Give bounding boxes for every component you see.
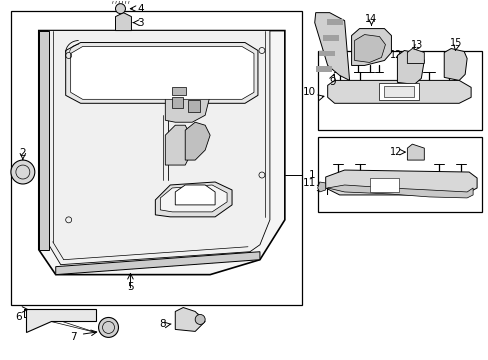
- Polygon shape: [65, 42, 258, 103]
- Polygon shape: [369, 178, 399, 192]
- Bar: [11, 11, 301, 305]
- Polygon shape: [351, 28, 390, 66]
- Polygon shape: [185, 122, 210, 160]
- Text: 10: 10: [302, 87, 315, 97]
- Text: 9: 9: [329, 77, 335, 87]
- Polygon shape: [407, 144, 424, 160]
- Polygon shape: [323, 35, 338, 41]
- Polygon shape: [407, 49, 424, 63]
- Circle shape: [11, 160, 35, 184]
- Polygon shape: [384, 86, 413, 97]
- Polygon shape: [39, 31, 285, 275]
- Text: 7: 7: [70, 332, 77, 342]
- Text: 1: 1: [308, 170, 314, 180]
- Polygon shape: [26, 310, 95, 332]
- Polygon shape: [379, 84, 419, 100]
- Polygon shape: [327, 80, 470, 103]
- Polygon shape: [115, 13, 131, 31]
- Polygon shape: [317, 182, 325, 192]
- Text: 13: 13: [410, 40, 423, 50]
- Circle shape: [195, 315, 205, 324]
- Text: 12: 12: [389, 147, 402, 157]
- Text: 6: 6: [16, 312, 22, 323]
- Bar: [317, 137, 481, 212]
- Polygon shape: [314, 13, 349, 80]
- Polygon shape: [175, 307, 205, 332]
- Polygon shape: [188, 100, 200, 112]
- Text: 14: 14: [365, 14, 377, 24]
- Text: 5: 5: [127, 282, 134, 292]
- Text: 12: 12: [389, 50, 402, 60]
- Polygon shape: [165, 125, 190, 165]
- Polygon shape: [397, 50, 424, 84]
- Polygon shape: [71, 46, 253, 99]
- Polygon shape: [326, 19, 342, 24]
- Polygon shape: [172, 87, 186, 95]
- Polygon shape: [327, 185, 472, 198]
- Polygon shape: [172, 97, 183, 108]
- Polygon shape: [155, 182, 232, 217]
- Bar: [317, 50, 481, 130]
- Text: 11: 11: [302, 178, 315, 188]
- Polygon shape: [319, 50, 335, 57]
- Text: 15: 15: [449, 37, 462, 48]
- Polygon shape: [443, 49, 466, 80]
- Text: 2: 2: [20, 148, 26, 158]
- Circle shape: [115, 4, 125, 14]
- Polygon shape: [354, 35, 385, 62]
- Polygon shape: [325, 170, 476, 195]
- Text: 3: 3: [137, 18, 143, 28]
- Circle shape: [99, 318, 118, 337]
- Polygon shape: [56, 252, 260, 275]
- Polygon shape: [49, 31, 269, 265]
- Polygon shape: [160, 185, 226, 212]
- Polygon shape: [175, 185, 215, 205]
- Polygon shape: [165, 82, 210, 122]
- Text: 8: 8: [159, 319, 165, 329]
- Text: 4: 4: [137, 4, 143, 14]
- Polygon shape: [315, 67, 331, 72]
- Polygon shape: [39, 31, 49, 250]
